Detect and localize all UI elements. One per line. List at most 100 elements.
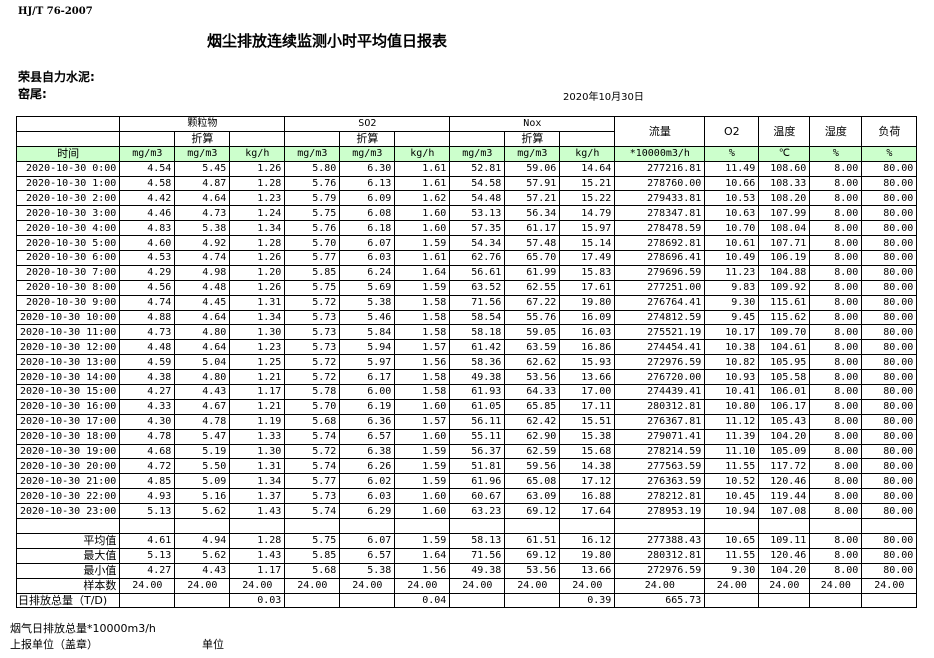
value-cell: 8.00 <box>809 398 863 415</box>
value-cell: 9.30 <box>704 294 760 311</box>
table-row: 2020-10-30 9:00 4.74 4.45 1.31 5.72 5.38 1.58 7… <box>15 294 918 311</box>
value-cell: 5.62 <box>174 503 231 520</box>
value-cell: 6.57 <box>339 428 396 445</box>
value-cell: 5.97 <box>339 354 396 371</box>
stat-value: 10.65 <box>704 532 760 549</box>
value-cell: 5.16 <box>174 488 231 505</box>
time-cell: 2020-10-30 14:00 <box>15 369 121 386</box>
stat-value: 80.00 <box>861 562 918 579</box>
time-cell: 2020-10-30 21:00 <box>15 473 121 490</box>
value-cell: 104.20 <box>758 428 811 445</box>
value-cell: 60.67 <box>449 488 506 505</box>
value-cell: 80.00 <box>861 190 918 207</box>
stats-row: 最大值 5.13 5.62 1.43 5.85 6.57 1.64 71.56 69.12 19.… <box>15 547 918 564</box>
value-cell: 5.68 <box>284 413 341 430</box>
stat-value: 272976.59 <box>614 562 706 579</box>
table-row: 2020-10-30 0:00 4.54 5.45 1.26 5.80 6.30 1.61 5… <box>15 160 918 177</box>
stat-value: 24.00 <box>861 577 918 594</box>
value-cell: 274812.59 <box>614 309 706 326</box>
stats-row: 日排放总量（T/D) 0.03 0.04 0.39 665.73 <box>15 592 918 609</box>
value-cell: 62.76 <box>449 250 506 266</box>
time-cell: 2020-10-30 18:00 <box>15 428 121 445</box>
value-cell: 5.69 <box>339 279 396 296</box>
flue-gas-total-label: 烟气日排放总量*10000m3/h <box>10 622 156 635</box>
value-cell: 276363.59 <box>614 473 706 490</box>
table-row: 2020-10-30 22:00 4.93 5.16 1.37 5.73 6.03 1.60… <box>15 488 918 505</box>
stat-label: 最小值 <box>15 562 121 579</box>
stat-value: 4.43 <box>174 562 231 579</box>
time-cell: 2020-10-30 6:00 <box>15 250 121 266</box>
value-cell: 105.43 <box>758 413 811 430</box>
value-cell: 6.29 <box>339 503 396 520</box>
reporting-unit-label: 上报单位（盖章） <box>10 638 98 651</box>
value-cell: 71.56 <box>449 294 506 311</box>
time-cell: 2020-10-30 16:00 <box>15 398 121 415</box>
value-cell: 1.59 <box>394 473 451 490</box>
stat-value: 24.00 <box>704 577 760 594</box>
value-cell: 80.00 <box>861 413 918 430</box>
stat-label: 样本数 <box>15 577 121 594</box>
value-cell: 59.05 <box>504 324 561 341</box>
stat-value: 5.13 <box>119 547 176 564</box>
unit-cell: mg/m3 <box>284 145 341 162</box>
unit-cell: mg/m3 <box>339 145 396 162</box>
stat-value <box>284 592 341 609</box>
value-cell: 1.21 <box>229 369 286 386</box>
unit-cell: mg/m3 <box>119 145 176 162</box>
stat-value: 61.51 <box>504 532 561 549</box>
time-cell: 2020-10-30 8:00 <box>15 279 121 296</box>
value-cell: 1.26 <box>229 160 286 177</box>
table-row: 2020-10-30 11:00 4.73 4.80 1.30 5.73 5.84 1.58… <box>15 324 918 341</box>
value-cell: 57.35 <box>449 220 506 237</box>
stat-value: 0.39 <box>559 592 616 609</box>
value-cell: 14.64 <box>559 160 616 177</box>
value-cell: 4.87 <box>174 175 231 192</box>
value-cell: 4.60 <box>119 235 176 252</box>
table-row: 2020-10-30 17:00 4.30 4.78 1.19 5.68 6.36 1.57… <box>15 413 918 430</box>
stat-value <box>174 592 231 609</box>
value-cell: 80.00 <box>861 488 918 505</box>
value-cell: 4.46 <box>119 205 176 222</box>
table-row: 2020-10-30 15:00 4.27 4.43 1.17 5.78 6.00 1.58… <box>15 384 918 400</box>
stat-value: 24.00 <box>174 577 231 594</box>
time-cell: 2020-10-30 13:00 <box>15 354 121 371</box>
value-cell: 106.17 <box>758 398 811 415</box>
value-cell: 277216.81 <box>614 160 706 177</box>
value-cell: 15.68 <box>559 443 616 460</box>
stat-value: 6.07 <box>339 532 396 549</box>
value-cell: 80.00 <box>861 324 918 341</box>
value-cell: 1.21 <box>229 398 286 415</box>
blank-cell <box>504 518 561 534</box>
value-cell: 10.66 <box>704 175 760 192</box>
time-cell: 2020-10-30 23:00 <box>15 503 121 520</box>
stat-value <box>704 592 760 609</box>
stat-value: 4.61 <box>119 532 176 549</box>
value-cell: 277563.59 <box>614 458 706 475</box>
value-cell: 17.49 <box>559 250 616 266</box>
value-cell: 277251.00 <box>614 279 706 296</box>
value-cell: 6.13 <box>339 175 396 192</box>
stat-value: 24.00 <box>339 577 396 594</box>
value-cell: 10.17 <box>704 324 760 341</box>
stats-row: 最小值 4.27 4.43 1.17 5.68 5.38 1.56 49.38 53.56 13.… <box>15 562 918 579</box>
value-cell: 278692.81 <box>614 235 706 252</box>
value-cell: 63.59 <box>504 339 561 356</box>
value-cell: 9.45 <box>704 309 760 326</box>
value-cell: 1.28 <box>229 175 286 192</box>
value-cell: 106.19 <box>758 250 811 266</box>
value-cell: 1.61 <box>394 250 451 266</box>
value-cell: 5.73 <box>284 324 341 341</box>
value-cell: 8.00 <box>809 220 863 237</box>
unit-cell: mg/m3 <box>174 145 231 162</box>
stat-value: 24.00 <box>758 577 811 594</box>
value-cell: 17.00 <box>559 384 616 400</box>
stat-value: 1.56 <box>394 562 451 579</box>
value-cell: 115.62 <box>758 309 811 326</box>
stat-value: 80.00 <box>861 547 918 564</box>
value-cell: 5.72 <box>284 443 341 460</box>
value-cell: 8.00 <box>809 160 863 177</box>
table-row: 2020-10-30 21:00 4.85 5.09 1.34 5.77 6.02 1.59… <box>15 473 918 490</box>
value-cell: 63.23 <box>449 503 506 520</box>
value-cell: 10.94 <box>704 503 760 520</box>
value-cell: 8.00 <box>809 205 863 222</box>
